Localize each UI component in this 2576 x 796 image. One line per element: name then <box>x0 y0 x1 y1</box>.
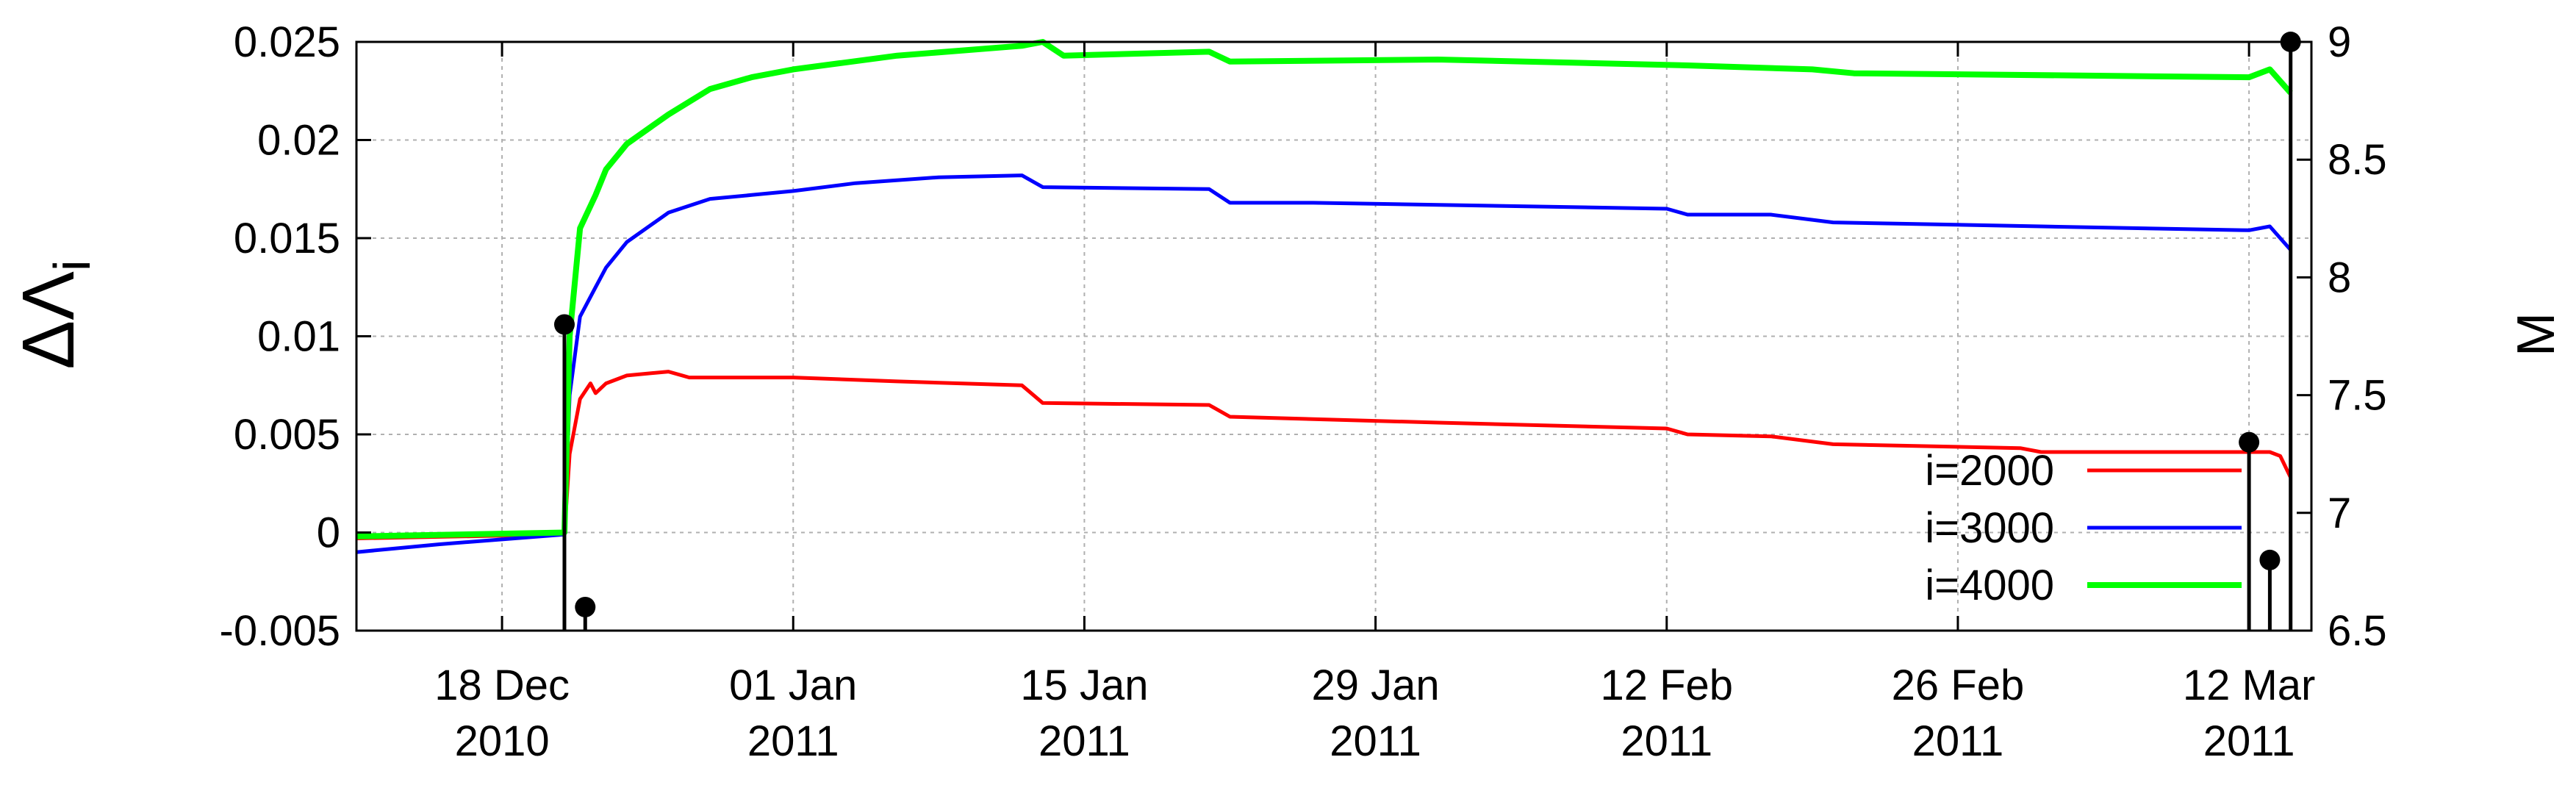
grid-lines <box>356 42 2311 631</box>
right-axis-ticks: 6.5 7 7.5 8 8.5 9 <box>2297 18 2387 655</box>
legend-label: i=2000 <box>1925 447 2054 495</box>
y-axis-title-main: ΔΛ <box>7 271 90 370</box>
series-layer <box>356 39 2293 554</box>
y2-tick-label: 6.5 <box>2328 607 2387 655</box>
x-tick-label: 26 Feb <box>1892 661 2025 709</box>
right-axis-title: M <box>2507 312 2566 356</box>
impulse-point <box>575 596 596 617</box>
x-tick-label-year: 2010 <box>455 717 550 765</box>
y-axis-title-subscript: i <box>43 259 101 271</box>
x-tick-label-year: 2011 <box>1330 717 1421 765</box>
x-tick-label: 12 Mar <box>2183 661 2316 709</box>
left-axis-ticks: -0.005 0 0.005 0.01 0.015 0.02 0.025 <box>220 18 371 655</box>
legend-label: i=3000 <box>1925 504 2054 552</box>
impulse-point <box>2239 431 2260 453</box>
x-tick-label-year: 2011 <box>1621 717 1712 765</box>
x-tick-label: 29 Jan <box>1312 661 1440 709</box>
y-tick-label: 0.02 <box>257 117 340 165</box>
y-tick-label: 0.01 <box>257 313 340 361</box>
y2-tick-label: 8 <box>2328 254 2351 301</box>
y2-tick-label: 8.5 <box>2328 136 2387 184</box>
y-axis-title: ΔΛi <box>7 259 101 369</box>
x-tick-label-year: 2011 <box>2203 717 2295 765</box>
series-line-i-4000 <box>356 39 2293 539</box>
y-tick-label: 0.015 <box>234 215 340 262</box>
magnitude-impulses <box>553 32 2301 631</box>
series-line-i-3000 <box>356 173 2292 554</box>
x-tick-label-year: 2011 <box>1912 717 2004 765</box>
legend: i=2000 i=3000 i=4000 <box>1925 447 2242 609</box>
impulse-point <box>2259 549 2281 570</box>
x-tick-label: 18 Dec <box>434 661 570 709</box>
x-tick-label: 12 Feb <box>1600 661 1733 709</box>
legend-label: i=4000 <box>1925 562 2054 609</box>
series-line-i-2000 <box>356 370 2292 540</box>
y2-tick-label: 9 <box>2328 18 2351 66</box>
x-tick-label-year: 2011 <box>1038 717 1130 765</box>
x-axis-ticks: 18 Dec 2010 01 Jan 2011 15 Jan 2011 29 Jan 2011… <box>434 42 2315 765</box>
y2-tick-label: 7 <box>2328 490 2351 537</box>
impulse-point <box>553 314 575 335</box>
x-tick-label-year: 2011 <box>747 717 839 765</box>
y-tick-label: 0.025 <box>234 18 340 66</box>
y-tick-label: 0 <box>317 509 340 557</box>
x-tick-label: 01 Jan <box>729 661 857 709</box>
y-tick-label: 0.005 <box>234 411 340 459</box>
y-tick-label: -0.005 <box>220 607 340 655</box>
y2-tick-label: 7.5 <box>2328 372 2387 420</box>
x-tick-label: 15 Jan <box>1020 661 1148 709</box>
